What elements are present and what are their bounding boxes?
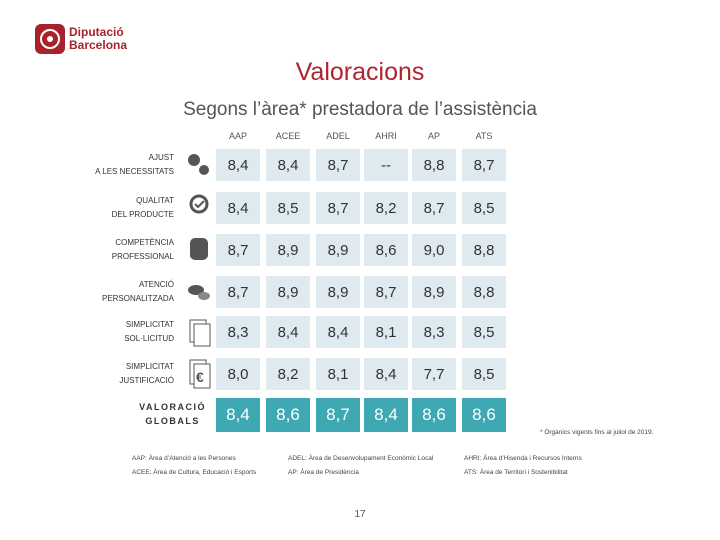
column-header: AHRI [375,131,397,141]
row-label-line: A LES NECESSITATS [95,167,174,176]
title: Valoracions [295,58,425,86]
cell: 8,5 [462,358,506,390]
total-cell: 8,7 [316,398,360,432]
legend-note: ATS: Àrea de Territori i Sostenibilitat [464,469,568,476]
row-label-line: SOL·LICITUD [124,334,174,343]
row-label: SIMPLICITAT JUSTIFICACIÓ [119,360,174,388]
subtitle: Segons l’àrea* prestadora de l’assistènc… [183,99,537,120]
row-label: ATENCIÓ PERSONALITZADA [102,278,174,306]
cell: 7,7 [412,358,456,390]
column-header: AP [427,131,440,141]
cell: 8,6 [364,234,408,266]
row-label-line: DEL PRODUCTE [111,210,174,219]
row-label-line: ATENCIÓ [139,280,174,289]
cell: 8,9 [266,234,310,266]
column-header: ATS [475,131,493,141]
legend-note: ACEE: Àrea de Cultura, Educació i Esport… [132,469,257,476]
legend-note: AP: Àrea de Presidència [288,469,359,476]
cell: 8,7 [316,192,360,224]
cell: 8,5 [462,316,506,348]
cell: 8,0 [216,358,260,390]
cell: 8,4 [216,149,260,181]
row-label-line: PROFESSIONAL [111,252,174,261]
column-header: ACEE [275,131,301,141]
row-label: SIMPLICITAT SOL·LICITUD [124,318,174,346]
logo-emblem [35,24,65,54]
cell: 9,0 [412,234,456,266]
row-label-line: COMPETÈNCIA [115,238,174,247]
cell: 8,7 [316,149,360,181]
cell: 8,7 [216,234,260,266]
cell: 8,1 [364,316,408,348]
row-icons: € [188,154,211,389]
row-label: VALORACIÓ GLOBALS [139,400,206,428]
svg-text:€: € [196,369,204,385]
cell: 8,8 [462,276,506,308]
row-label-line: SIMPLICITAT [125,362,174,371]
cell: 8,4 [364,358,408,390]
cell: 8,4 [216,192,260,224]
row-label: AJUST A LES NECESSITATS [95,151,174,179]
row-label-line: GLOBALS [145,416,200,426]
logo-line: Barcelona [69,38,128,52]
cell: 8,3 [412,316,456,348]
row-label-line: VALORACIÓ [139,402,206,412]
row-label-line: AJUST [148,153,174,162]
footnote: * Òrgànics vigents fins al juliol de 201… [540,429,654,436]
total-cell: 8,4 [364,398,408,432]
total-cell: 8,6 [462,398,506,432]
cell: 8,3 [216,316,260,348]
total-cell: 8,6 [266,398,310,432]
column-header: AAP [228,131,247,141]
row-label-line: PERSONALITZADA [101,294,174,303]
cell: 8,4 [266,149,310,181]
cell: 8,9 [412,276,456,308]
column-header: ADEL [326,131,350,141]
cell: 8,2 [364,192,408,224]
row-label-line: JUSTIFICACIÓ [119,376,174,385]
cell: 8,5 [462,192,506,224]
row-label-line: QUALITAT [136,196,174,205]
legend-note: AAP: Àrea d’Atenció a les Persones [132,455,236,462]
cell: 8,4 [316,316,360,348]
row-label: QUALITAT DEL PRODUCTE [112,194,174,222]
cell: -- [364,149,408,181]
cell: 8,2 [266,358,310,390]
cell: 8,7 [216,276,260,308]
total-cell: 8,4 [216,398,260,432]
legend-note: ADEL: Àrea de Desenvolupament Econòmic L… [288,455,434,462]
page-number: 17 [354,509,366,520]
cell: 8,7 [462,149,506,181]
row-label-line: SIMPLICITAT [125,320,174,329]
logo-line: Diputació [69,25,124,39]
logo-text: Diputació Barcelona [69,26,127,52]
legend-note: AHRI: Àrea d’Hisenda i Recursos Interns [464,455,582,462]
cell: 8,7 [412,192,456,224]
row-label: COMPETÈNCIA PROFESSIONAL [112,236,174,264]
cell: 8,8 [412,149,456,181]
cell: 8,1 [316,358,360,390]
cell: 8,5 [266,192,310,224]
cell: 8,9 [316,276,360,308]
total-cell: 8,6 [412,398,456,432]
cell: 8,7 [364,276,408,308]
cell: 8,4 [266,316,310,348]
cell: 8,9 [316,234,360,266]
cell: 8,9 [266,276,310,308]
cell: 8,8 [462,234,506,266]
